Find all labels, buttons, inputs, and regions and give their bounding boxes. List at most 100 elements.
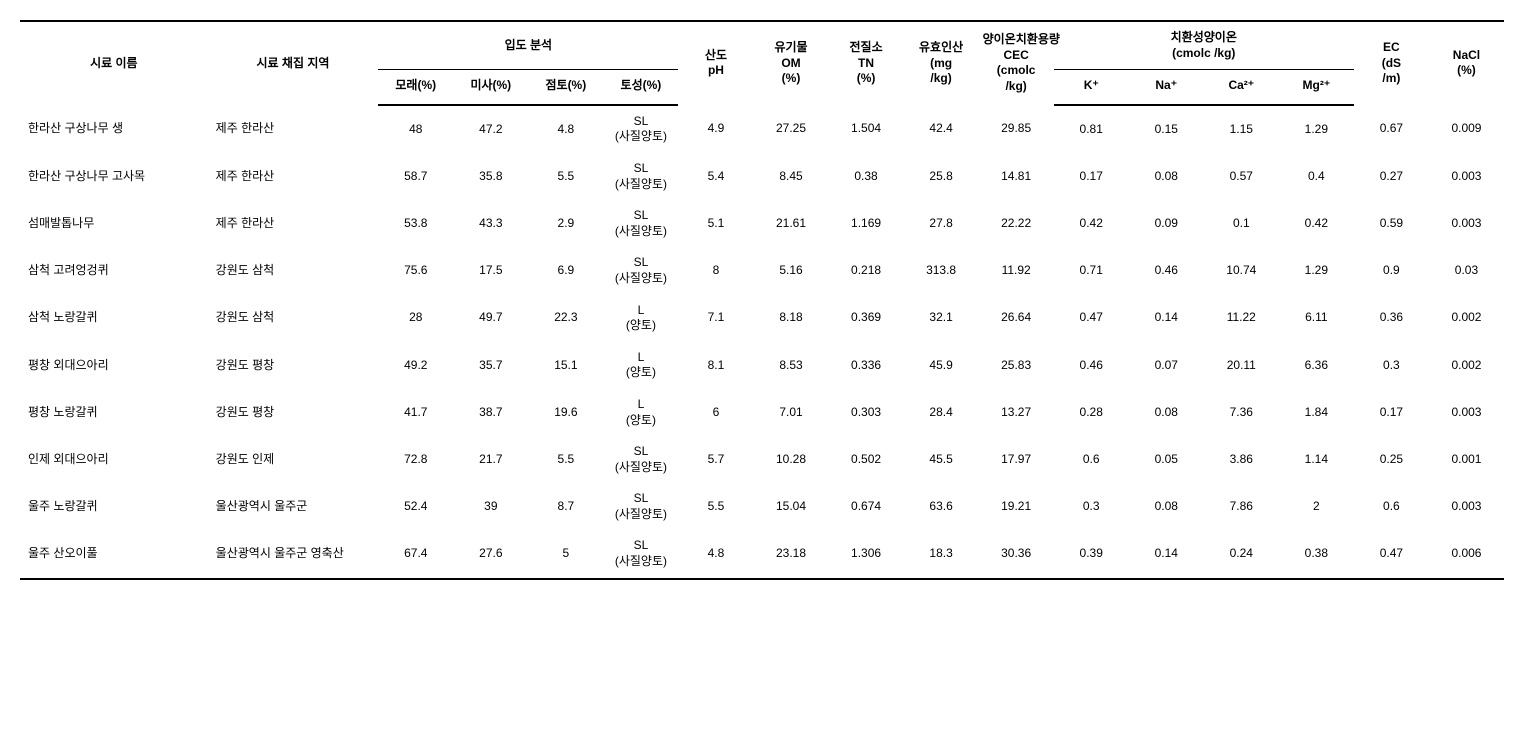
cell-ap: 42.4 bbox=[904, 105, 979, 153]
cell-cec: 30.36 bbox=[979, 530, 1054, 578]
cell-texture: SL(사질양토) bbox=[603, 105, 678, 153]
cell-region: 울산광역시 울주군 bbox=[208, 483, 379, 530]
cell-ph: 8 bbox=[678, 247, 753, 294]
header-cation-group: 치환성양이온(cmolc /kg) bbox=[1054, 21, 1354, 70]
cell-ph: 4.9 bbox=[678, 105, 753, 153]
cell-tn: 0.674 bbox=[829, 483, 904, 530]
cell-sand: 58.7 bbox=[378, 153, 453, 200]
cell-cec: 29.85 bbox=[979, 105, 1054, 153]
cell-k: 0.28 bbox=[1054, 389, 1129, 436]
cell-nacl: 0.003 bbox=[1429, 483, 1504, 530]
header-ec: EC(dS/m) bbox=[1354, 21, 1429, 105]
cell-clay: 5.5 bbox=[528, 436, 603, 483]
cell-name: 한라산 구상나무 생 bbox=[20, 105, 208, 153]
cell-ec: 0.27 bbox=[1354, 153, 1429, 200]
cell-om: 5.16 bbox=[753, 247, 828, 294]
cell-nacl: 0.003 bbox=[1429, 153, 1504, 200]
cell-sand: 67.4 bbox=[378, 530, 453, 578]
header-sample-name: 시료 이름 bbox=[20, 21, 208, 105]
cell-ec: 0.67 bbox=[1354, 105, 1429, 153]
cell-sand: 28 bbox=[378, 295, 453, 342]
cell-name: 평창 외대으아리 bbox=[20, 342, 208, 389]
cell-clay: 8.7 bbox=[528, 483, 603, 530]
cell-cec: 22.22 bbox=[979, 200, 1054, 247]
cell-clay: 19.6 bbox=[528, 389, 603, 436]
cell-ca: 1.15 bbox=[1204, 105, 1279, 153]
table-body: 한라산 구상나무 생제주 한라산4847.24.8SL(사질양토)4.927.2… bbox=[20, 105, 1504, 579]
cell-silt: 35.8 bbox=[453, 153, 528, 200]
cell-name: 삼척 고려엉겅퀴 bbox=[20, 247, 208, 294]
header-silt: 미사(%) bbox=[453, 70, 528, 105]
cell-clay: 5 bbox=[528, 530, 603, 578]
table-row: 한라산 구상나무 생제주 한라산4847.24.8SL(사질양토)4.927.2… bbox=[20, 105, 1504, 153]
cell-tn: 0.369 bbox=[829, 295, 904, 342]
cell-cec: 14.81 bbox=[979, 153, 1054, 200]
cell-ca: 3.86 bbox=[1204, 436, 1279, 483]
soil-analysis-table: 시료 이름 시료 채집 지역 입도 분석 산도pH 유기물OM(%) 전질소TN… bbox=[20, 20, 1504, 580]
cell-nacl: 0.001 bbox=[1429, 436, 1504, 483]
cell-name: 인제 외대으아리 bbox=[20, 436, 208, 483]
cell-texture: L(양토) bbox=[603, 389, 678, 436]
cell-ec: 0.25 bbox=[1354, 436, 1429, 483]
header-sand: 모래(%) bbox=[378, 70, 453, 105]
cell-clay: 6.9 bbox=[528, 247, 603, 294]
cell-tn: 0.38 bbox=[829, 153, 904, 200]
cell-cec: 11.92 bbox=[979, 247, 1054, 294]
cell-na: 0.05 bbox=[1129, 436, 1204, 483]
cell-silt: 39 bbox=[453, 483, 528, 530]
header-ap: 유효인산(mg/kg) bbox=[904, 21, 979, 105]
cell-name: 평창 노랑갈퀴 bbox=[20, 389, 208, 436]
cell-texture: SL(사질양토) bbox=[603, 530, 678, 578]
cell-mg: 2 bbox=[1279, 483, 1354, 530]
cell-name: 울주 산오이풀 bbox=[20, 530, 208, 578]
cell-ph: 7.1 bbox=[678, 295, 753, 342]
cell-ca: 7.36 bbox=[1204, 389, 1279, 436]
cell-clay: 2.9 bbox=[528, 200, 603, 247]
cell-ec: 0.17 bbox=[1354, 389, 1429, 436]
cell-ap: 45.5 bbox=[904, 436, 979, 483]
cell-cec: 25.83 bbox=[979, 342, 1054, 389]
cell-name: 섬매발톱나무 bbox=[20, 200, 208, 247]
cell-silt: 47.2 bbox=[453, 105, 528, 153]
header-mg: Mg²⁺ bbox=[1279, 70, 1354, 105]
cell-mg: 1.29 bbox=[1279, 247, 1354, 294]
cell-tn: 0.303 bbox=[829, 389, 904, 436]
cell-mg: 0.42 bbox=[1279, 200, 1354, 247]
cell-om: 8.53 bbox=[753, 342, 828, 389]
cell-clay: 4.8 bbox=[528, 105, 603, 153]
cell-mg: 1.14 bbox=[1279, 436, 1354, 483]
header-ca: Ca²⁺ bbox=[1204, 70, 1279, 105]
cell-om: 27.25 bbox=[753, 105, 828, 153]
cell-na: 0.14 bbox=[1129, 295, 1204, 342]
cell-clay: 15.1 bbox=[528, 342, 603, 389]
header-texture: 토성(%) bbox=[603, 70, 678, 105]
cell-nacl: 0.002 bbox=[1429, 342, 1504, 389]
cell-texture: SL(사질양토) bbox=[603, 483, 678, 530]
cell-silt: 43.3 bbox=[453, 200, 528, 247]
cell-om: 8.45 bbox=[753, 153, 828, 200]
cell-region: 강원도 삼척 bbox=[208, 247, 379, 294]
header-clay: 점토(%) bbox=[528, 70, 603, 105]
header-particle-group: 입도 분석 bbox=[378, 21, 678, 70]
cell-region: 강원도 평창 bbox=[208, 342, 379, 389]
cell-mg: 6.36 bbox=[1279, 342, 1354, 389]
cell-region: 울산광역시 울주군 영축산 bbox=[208, 530, 379, 578]
cell-na: 0.08 bbox=[1129, 389, 1204, 436]
table-row: 울주 산오이풀울산광역시 울주군 영축산67.427.65SL(사질양토)4.8… bbox=[20, 530, 1504, 578]
cell-clay: 22.3 bbox=[528, 295, 603, 342]
cell-region: 강원도 삼척 bbox=[208, 295, 379, 342]
cell-na: 0.08 bbox=[1129, 483, 1204, 530]
cell-clay: 5.5 bbox=[528, 153, 603, 200]
cell-texture: SL(사질양토) bbox=[603, 153, 678, 200]
cell-cec: 19.21 bbox=[979, 483, 1054, 530]
cell-na: 0.15 bbox=[1129, 105, 1204, 153]
cell-nacl: 0.009 bbox=[1429, 105, 1504, 153]
cell-ca: 0.57 bbox=[1204, 153, 1279, 200]
cell-ap: 18.3 bbox=[904, 530, 979, 578]
cell-ap: 27.8 bbox=[904, 200, 979, 247]
cell-name: 울주 노랑갈퀴 bbox=[20, 483, 208, 530]
cell-tn: 0.502 bbox=[829, 436, 904, 483]
cell-nacl: 0.006 bbox=[1429, 530, 1504, 578]
cell-nacl: 0.002 bbox=[1429, 295, 1504, 342]
cell-ph: 5.7 bbox=[678, 436, 753, 483]
